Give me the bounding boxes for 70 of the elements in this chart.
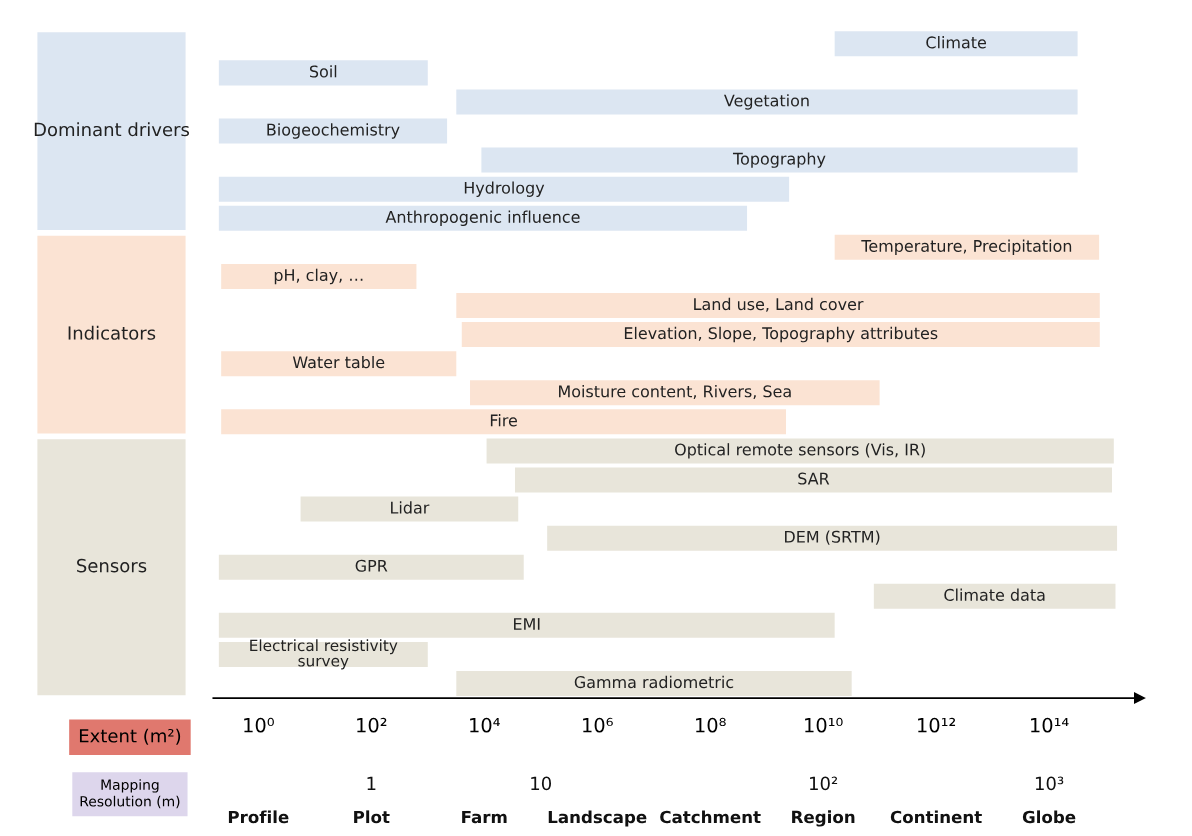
data-label: Hydrology <box>464 181 545 197</box>
data-label: Climate <box>926 36 987 49</box>
bar <box>218 60 428 86</box>
x-tick-label: 10¹² <box>918 717 956 733</box>
bar <box>218 554 524 580</box>
x-tick-label: 10⁸ <box>696 717 726 733</box>
bar <box>218 118 448 144</box>
bar <box>300 496 519 522</box>
data-label: Optical remote sensors (Vis, IR) <box>675 443 925 459</box>
bar <box>456 89 1078 115</box>
y-tick-label: Sensors <box>77 558 147 573</box>
data-label: Anthropogenic influence <box>385 210 580 226</box>
data-label: Soil <box>309 65 337 78</box>
text: Landscape <box>548 810 647 827</box>
data-label: EMI <box>514 618 540 630</box>
text: 10 <box>531 776 552 791</box>
bar <box>218 612 835 638</box>
bar <box>221 351 457 377</box>
y-tick-label: Indicators <box>68 325 156 340</box>
text: Extent (m²) <box>79 728 181 745</box>
data-label: Lidar <box>391 501 430 514</box>
x-tick-label: 10⁶ <box>583 717 613 733</box>
bar <box>481 147 1078 173</box>
bar <box>834 234 1100 260</box>
x-tick-label: 10⁴ <box>470 717 500 733</box>
text: 10² <box>810 776 838 791</box>
text: Farm <box>462 810 507 824</box>
data-label: SAR <box>798 472 830 485</box>
text: Catchment <box>660 810 761 824</box>
data-label: Gamma radiometric <box>574 675 734 689</box>
x-tick-label: 10⁰ <box>244 717 274 733</box>
bar <box>218 176 790 202</box>
text: Continent <box>890 810 982 824</box>
text: Mapping Resolution (m) <box>80 779 180 809</box>
bar <box>221 409 786 435</box>
bar <box>873 583 1116 609</box>
data-label: Vegetation <box>724 94 809 110</box>
data-label: Land use, Land cover <box>694 297 864 312</box>
text: Plot <box>354 810 390 824</box>
text: Globe <box>1022 810 1076 824</box>
bar <box>461 322 1100 348</box>
bar <box>514 467 1112 493</box>
data-label: Electrical resistivity survey <box>250 639 398 670</box>
bar <box>456 671 852 697</box>
data-label: Elevation, Slope, Topography attributes <box>624 326 938 343</box>
bar <box>456 293 1100 319</box>
x-tick-label: 10¹⁴ <box>1031 717 1069 733</box>
bar <box>221 263 417 289</box>
data-label: Fire <box>490 414 517 427</box>
data-label: DEM (SRTM) <box>785 530 880 545</box>
data-label: GPR <box>355 559 388 572</box>
y-tick-label: Dominant drivers <box>34 122 190 137</box>
x-tick-label: 10² <box>357 717 387 733</box>
bar <box>486 438 1114 464</box>
bar <box>547 525 1118 551</box>
bar <box>834 31 1078 57</box>
data-label: Water table <box>292 355 385 369</box>
data-label: Biogeochemistry <box>267 123 400 139</box>
data-label: Temperature, Precipitation <box>861 239 1072 256</box>
data-label: Climate data <box>944 588 1045 601</box>
text: Region <box>792 810 855 827</box>
data-label: Topography <box>732 152 826 168</box>
text: 10³ <box>1035 776 1064 791</box>
text: Profile <box>228 810 289 824</box>
data-label: pH, clay, … <box>274 268 363 285</box>
text: 1 <box>367 776 376 790</box>
bar <box>218 205 748 231</box>
x-tick-label: 10¹⁰ <box>805 717 843 733</box>
bar <box>470 380 880 406</box>
data-label: Moisture content, Rivers, Sea <box>559 385 791 399</box>
